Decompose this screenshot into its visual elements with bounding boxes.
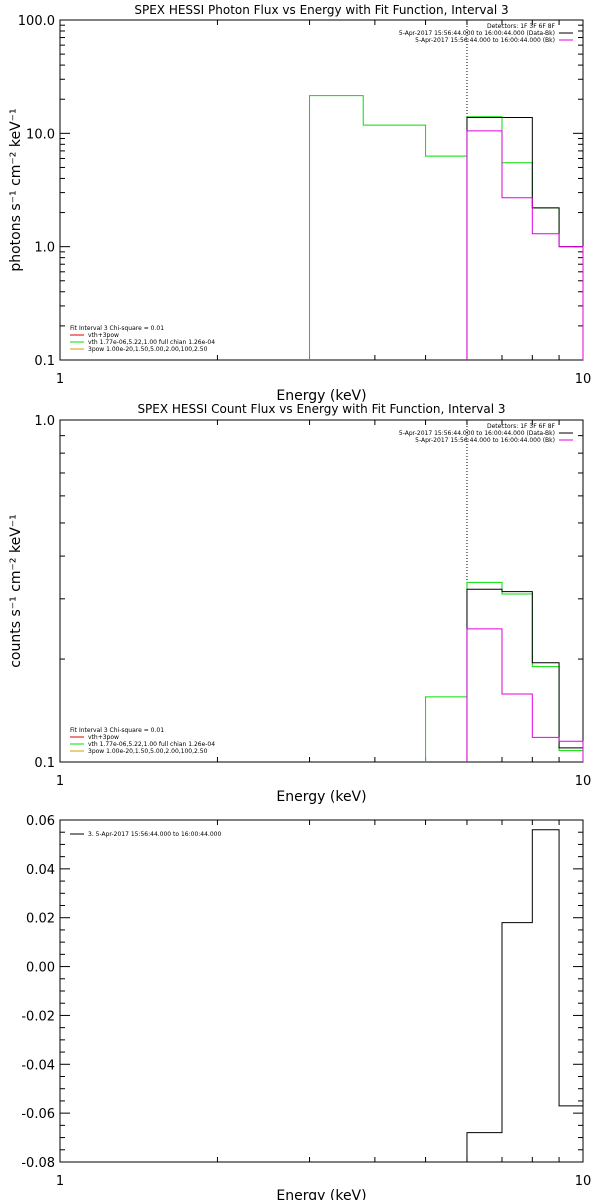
chart-3: 1 10 -0.08 -0.06 -0.04 -0.02 0.00 0.02 0.04 0.06 E…: [21, 814, 591, 1200]
y-tick-label: 1.0: [34, 241, 55, 256]
chart-2: SPEX HESSI Count Flux vs Energy with Fit…: [8, 402, 591, 805]
legend-top-entry: 5-Apr-2017 15:56:44.000 to 16:00:44.000 …: [415, 437, 555, 444]
y-tick-label: 100.0: [18, 14, 55, 29]
y-tick-label: 0.02: [26, 912, 55, 927]
y-axis-label: counts s⁻¹ cm⁻² keV⁻¹: [8, 514, 24, 668]
chart-title: SPEX HESSI Count Flux vs Energy with Fit…: [137, 402, 505, 416]
y-tick-label: -0.04: [21, 1058, 55, 1073]
series-line-3. 5-Apr-2017 15:56:44.000 to 16:00:44.000: [466, 829, 584, 1162]
legend-entry: 3. 5-Apr-2017 15:56:44.000 to 16:00:44.0…: [88, 831, 221, 838]
series-line-2: [466, 116, 584, 360]
x-tick-label: 1: [56, 1174, 64, 1189]
x-tick-label: 10: [575, 774, 592, 789]
x-axis-label: Energy (keV): [276, 1188, 366, 1200]
plot-frame: [59, 419, 584, 763]
x-tick-label: 1: [56, 774, 64, 789]
y-tick-label: 0.1: [34, 756, 55, 771]
legend-bottom-entry: vth+3pow: [88, 332, 119, 339]
y-tick-label: 0.04: [26, 863, 55, 878]
series-line-3: [466, 628, 584, 762]
x-axis-label: Energy (keV): [276, 789, 366, 805]
chart-title: SPEX HESSI Photon Flux vs Energy with Fi…: [134, 3, 508, 17]
x-tick-label: 10: [575, 1174, 592, 1189]
legend-bottom-entry: 3pow 1.00e-20,1.50,5.00,2.00,100,2.50: [88, 748, 208, 755]
y-tick-label: 0.06: [26, 814, 55, 829]
plot-frame: [59, 819, 584, 1163]
y-tick-label: -0.08: [21, 1156, 55, 1171]
x-tick-label: 1: [56, 372, 64, 387]
legend-top-entry: 5-Apr-2017 15:56:44.000 to 16:00:44.000 …: [415, 37, 555, 44]
y-tick-label: 10.0: [26, 127, 55, 142]
legend-top-entry: 5-Apr-2017 15:56:44.000 to 16:00:44.000 …: [399, 30, 555, 37]
y-tick-label: 0.1: [34, 354, 55, 369]
legend-top-entry: Detectors: 1F 3F 6F 8F: [487, 423, 556, 430]
series-line-2: [466, 588, 584, 762]
y-axis-label: photons s⁻¹ cm⁻² keV⁻¹: [8, 108, 24, 271]
x-axis-label: Energy (keV): [276, 388, 366, 404]
y-tick-label: 1.0: [34, 414, 55, 429]
series-line-3: [466, 130, 584, 360]
legend-bottom-entry: vth 1.77e-06,5.22,1.00 full chian 1.26e-…: [88, 741, 215, 748]
legend-top-entry: Detectors: 1F 3F 6F 8F: [487, 23, 556, 30]
legend-bottom-entry: Fit Interval 3 Chi-square = 0.01: [70, 727, 164, 734]
legend-bottom-entry: Fit Interval 3 Chi-square = 0.01: [70, 325, 164, 332]
y-tick-label: 0.00: [26, 961, 55, 976]
series-line-vth: [425, 581, 584, 762]
chart-1: SPEX HESSI Photon Flux vs Energy with Fi…: [8, 3, 591, 404]
legend-bottom-entry: vth+3pow: [88, 734, 119, 741]
legend-top-entry: 5-Apr-2017 15:56:44.000 to 16:00:44.000 …: [399, 430, 555, 437]
legend-bottom-entry: 3pow 1.00e-20,1.50,5.00,2.00,100,2.50: [88, 346, 208, 353]
y-tick-label: -0.02: [21, 1009, 55, 1024]
x-tick-label: 10: [575, 372, 592, 387]
series-line-vth: [309, 95, 584, 360]
legend-bottom-entry: vth 1.77e-06,5.22,1.00 full chian 1.26e-…: [88, 339, 215, 346]
plot-frame: [59, 19, 584, 361]
y-tick-label: -0.06: [21, 1107, 55, 1122]
